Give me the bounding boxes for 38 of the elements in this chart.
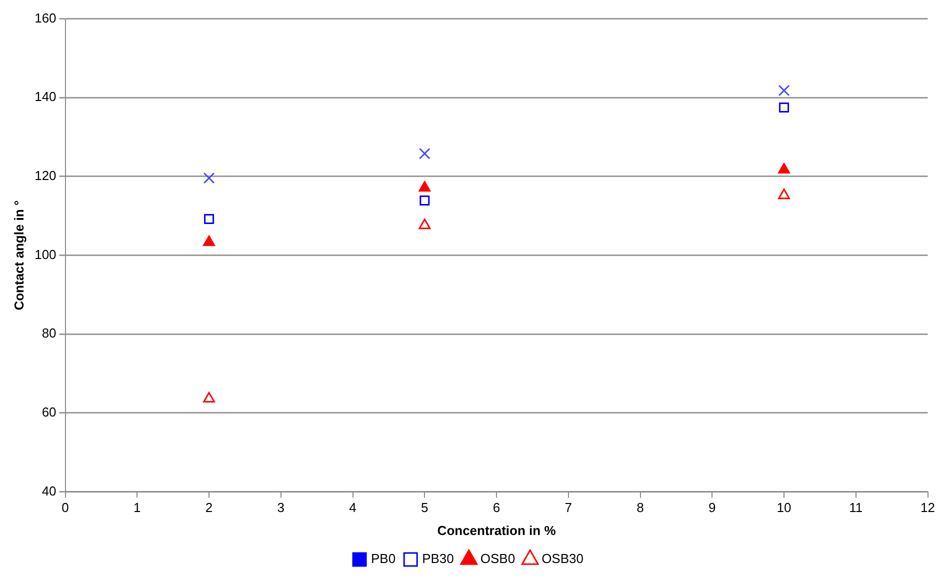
- y-tick-label: 140: [34, 89, 56, 104]
- x-tick-label: 11: [849, 500, 863, 516]
- y-tick-label: 160: [34, 10, 56, 26]
- x-tick-label: 1: [134, 500, 141, 516]
- point: [203, 236, 215, 246]
- y-tick-label: 120: [34, 168, 56, 184]
- point: [778, 163, 790, 174]
- y-axis-title: Contact angle in °: [11, 200, 26, 310]
- x-tick-label: 0: [62, 500, 69, 516]
- point: [418, 148, 430, 160]
- x-axis-title: Concentration in %: [437, 522, 556, 538]
- legend-label: PB0: [371, 551, 396, 566]
- x-tick-label: 9: [708, 500, 716, 516]
- point: [778, 188, 790, 200]
- x-tick-label: 3: [277, 500, 285, 516]
- point: [203, 392, 215, 403]
- point: [418, 218, 431, 230]
- x-tick-label: 7: [564, 500, 572, 516]
- y-tick-label: 100: [34, 246, 56, 262]
- x-tick-label: 5: [421, 500, 428, 516]
- point: [778, 84, 790, 96]
- x-tick-label: 6: [492, 500, 500, 516]
- point: [204, 214, 214, 224]
- x-tick-label: 12: [920, 500, 936, 516]
- point: [418, 181, 431, 192]
- legend-label: OSB30: [542, 551, 584, 566]
- x-tick-label: 4: [349, 500, 356, 516]
- point: [420, 196, 430, 206]
- legend-label: OSB0: [480, 551, 516, 566]
- x-tick-label: 10: [776, 500, 792, 516]
- y-tick-label: 40: [42, 483, 56, 498]
- y-tick-label: 60: [42, 404, 56, 420]
- point: [203, 172, 215, 184]
- legend-label: PB30: [422, 551, 454, 566]
- point: [779, 102, 790, 112]
- y-tick-label: 80: [42, 326, 56, 341]
- x-tick-label: 8: [636, 500, 644, 516]
- x-tick-label: 2: [205, 500, 213, 516]
